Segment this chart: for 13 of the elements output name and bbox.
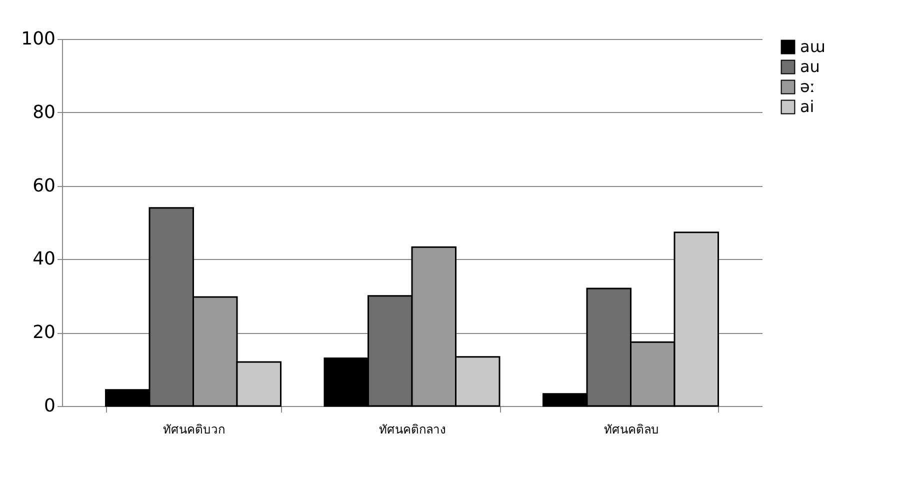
x-tick-label: ทัศนคติลบ: [604, 422, 659, 436]
y-tick-label: 60: [32, 175, 56, 196]
legend-label: ai: [800, 97, 814, 116]
y-tick-label: 20: [32, 322, 56, 344]
y-tick-label: 0: [44, 396, 56, 416]
y-tick-label: 40: [32, 248, 56, 270]
x-tick-label: ทัศนคติบวก: [162, 422, 225, 436]
legend-label: au: [800, 57, 820, 76]
y-tick-label: 80: [32, 102, 56, 123]
x-tick-label: ทัศนคติกลาง: [379, 422, 446, 436]
legend-label: əː: [800, 77, 816, 96]
legend-label: aɯ: [800, 37, 826, 56]
y-tick-label: 100: [21, 28, 56, 50]
